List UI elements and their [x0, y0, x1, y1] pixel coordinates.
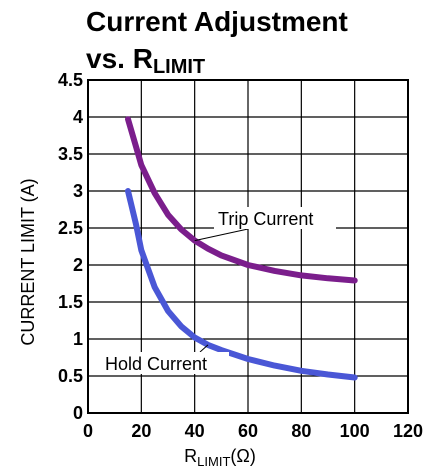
- y-tick-label-7: 3.5: [58, 144, 83, 164]
- y-tick-label-4: 2: [73, 255, 83, 275]
- y-tick-label-2: 1: [73, 329, 83, 349]
- x-tick-label-3: 60: [238, 421, 258, 441]
- x-tick-labels: 0 20 40 60 80 100 120: [83, 421, 423, 441]
- x-tick-label-6: 120: [393, 421, 423, 441]
- series-layer: [125, 116, 358, 381]
- y-tick-label-0: 0: [73, 403, 83, 423]
- series-line-trip-current: [125, 116, 358, 284]
- x-axis-label: RLIMIT(Ω): [184, 446, 256, 469]
- hold-current-leader: [199, 344, 209, 353]
- plot-frame: [87, 79, 409, 414]
- y-tick-label-1: 0.5: [58, 366, 83, 386]
- x-axis-label-main: R: [184, 446, 197, 466]
- chart-title-line2: vs. RLIMIT: [86, 43, 205, 78]
- x-axis-label-unit: (Ω): [230, 446, 255, 466]
- y-axis-label: CURRENT LIMIT (A): [18, 178, 38, 345]
- y-tick-label-8: 4: [73, 107, 83, 127]
- hold-current-label-bg: [103, 352, 229, 374]
- x-tick-label-4: 80: [291, 421, 311, 441]
- annotation-hold-current: Hold Current: [105, 354, 207, 374]
- y-tick-label-3: 1.5: [58, 292, 83, 312]
- trip-current-leader: [194, 228, 249, 242]
- y-tick-labels: 0 0.5 1 1.5 2 2.5 3 3.5 4 4.5: [58, 70, 83, 423]
- x-tick-label-0: 0: [83, 421, 93, 441]
- x-tick-label-1: 20: [131, 421, 151, 441]
- y-tick-label-9: 4.5: [58, 70, 83, 90]
- y-tick-label-5: 2.5: [58, 218, 83, 238]
- chart-title-line1: Current Adjustment: [86, 6, 348, 37]
- x-tick-label-5: 100: [340, 421, 370, 441]
- annotation-trip-current: Trip Current: [218, 209, 313, 229]
- chart-title-line2-sub: LIMIT: [153, 56, 205, 78]
- series-line-hold-current: [125, 188, 358, 381]
- trip-current-label-bg: [214, 207, 336, 229]
- y-tick-label-6: 3: [73, 181, 83, 201]
- x-tick-label-2: 40: [185, 421, 205, 441]
- chart-title-line2-main: vs. R: [86, 43, 153, 74]
- x-axis-label-sub: LIMIT: [197, 454, 230, 469]
